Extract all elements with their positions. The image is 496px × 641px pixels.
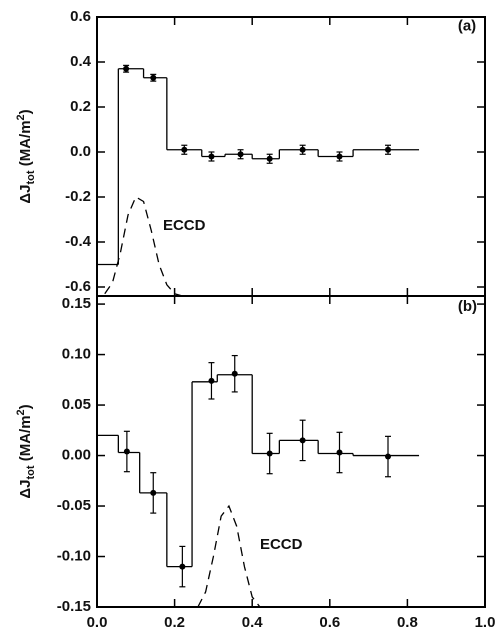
- y-tick-label: 0.15: [62, 295, 91, 312]
- y-tick-label: 0.2: [70, 98, 91, 115]
- x-tick-label: 0.6: [319, 614, 340, 631]
- data-point: [208, 377, 215, 384]
- annotation: ECCD: [163, 217, 206, 234]
- y-axis-label-part: ): [17, 109, 34, 114]
- plot-frame: [96, 16, 486, 297]
- y-axis-label-part: 2: [15, 114, 27, 120]
- y-axis-label-part: (MA/m: [17, 415, 34, 465]
- y-tick-label: 0.6: [70, 8, 91, 25]
- panel-label: (b): [458, 298, 477, 315]
- y-axis-label-part: tot: [25, 170, 37, 184]
- data-point: [385, 453, 391, 460]
- data-point: [208, 153, 215, 160]
- y-axis-label-part: tot: [25, 465, 37, 479]
- y-tick-label: 0.00: [62, 447, 91, 464]
- y-axis-label: ΔJtot (MA/m2): [15, 109, 37, 203]
- data-point: [385, 146, 391, 153]
- data-point: [237, 151, 244, 158]
- plot-frame: [96, 295, 486, 608]
- data-point: [299, 146, 306, 153]
- y-tick-label: -0.05: [57, 497, 91, 514]
- data-point: [123, 448, 130, 455]
- y-axis-label-part: ΔJ: [17, 185, 34, 204]
- y-tick-label: -0.2: [65, 188, 91, 205]
- y-tick-label: -0.10: [57, 547, 91, 564]
- data-point: [150, 74, 157, 81]
- data-point: [336, 449, 343, 456]
- panel-label: (a): [458, 18, 476, 35]
- y-tick-label: 0.4: [70, 53, 92, 70]
- y-axis-label-part: (MA/m: [17, 120, 34, 170]
- x-tick-label: 0.2: [164, 614, 185, 631]
- x-tick-label: 0.4: [242, 614, 264, 631]
- data-point: [181, 146, 188, 153]
- y-axis-label-part: 2: [15, 409, 27, 415]
- y-axis-label-part: ΔJ: [17, 480, 34, 499]
- data-point: [231, 370, 238, 377]
- y-axis-label-part: ): [17, 404, 34, 409]
- data-point: [123, 65, 130, 72]
- eccd-curve: [197, 504, 261, 608]
- y-axis-label: ΔJtot (MA/m2): [15, 404, 37, 498]
- x-tick-label: 0.8: [397, 614, 418, 631]
- data-point: [179, 563, 186, 570]
- y-tick-label: -0.15: [57, 598, 91, 615]
- annotation: ECCD: [260, 536, 303, 553]
- eccd-curve: [104, 196, 183, 297]
- x-tick-label: 1.0: [475, 614, 496, 631]
- y-tick-label: -0.6: [65, 278, 91, 295]
- data-point: [266, 450, 273, 457]
- y-tick-label: 0.10: [62, 346, 91, 363]
- data-point: [336, 153, 343, 160]
- y-tick-label: 0.05: [62, 396, 91, 413]
- data-point: [150, 489, 157, 496]
- data-point: [299, 437, 306, 444]
- y-tick-label: -0.4: [65, 233, 92, 250]
- x-tick-label: 0.0: [87, 614, 108, 631]
- y-tick-label: 0.0: [70, 143, 91, 160]
- data-point: [266, 155, 273, 162]
